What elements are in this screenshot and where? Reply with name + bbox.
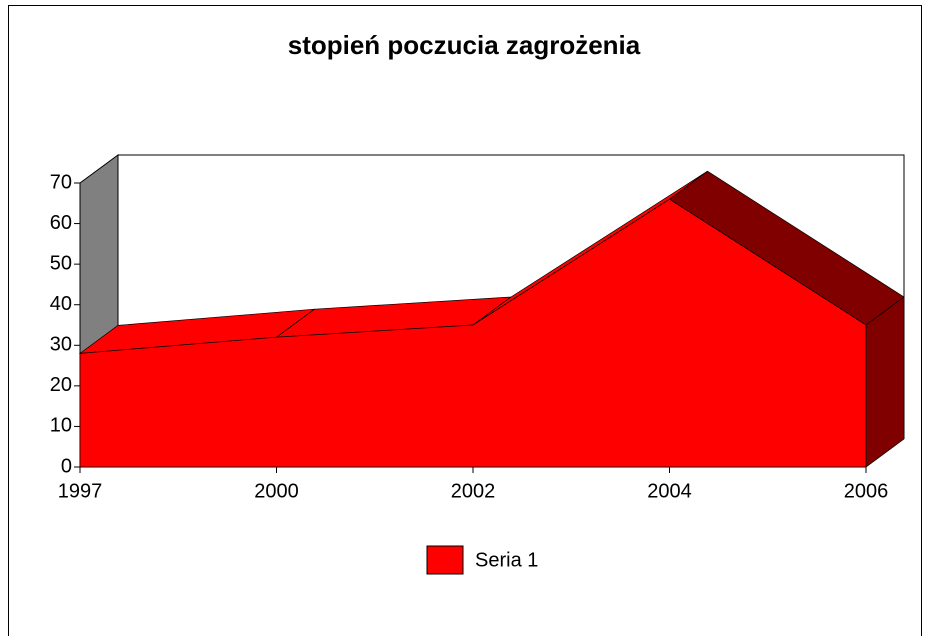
- legend-swatch: [426, 545, 464, 575]
- x-tick-label: 2000: [254, 480, 299, 502]
- x-tick-label: 2006: [844, 480, 889, 502]
- y-tick-label: 70: [50, 171, 72, 193]
- y-tick-label: 30: [50, 334, 72, 356]
- x-tick-label: 2004: [647, 480, 692, 502]
- y-tick-label: 40: [50, 293, 72, 315]
- legend-label: Seria 1: [475, 549, 538, 571]
- y-tick-label: 0: [61, 455, 72, 477]
- x-tick-label: 2002: [451, 480, 496, 502]
- y-tick-label: 20: [50, 374, 72, 396]
- chart-frame: [8, 5, 922, 636]
- area: [79, 198, 867, 468]
- y-tick-label: 60: [50, 212, 72, 234]
- x-tick-label: 1997: [58, 480, 103, 502]
- y-tick-label: 50: [50, 252, 72, 274]
- y-tick-label: 10: [50, 415, 72, 437]
- chart-title: stopień poczucia zagrożenia: [288, 30, 641, 60]
- area-side: [865, 296, 905, 468]
